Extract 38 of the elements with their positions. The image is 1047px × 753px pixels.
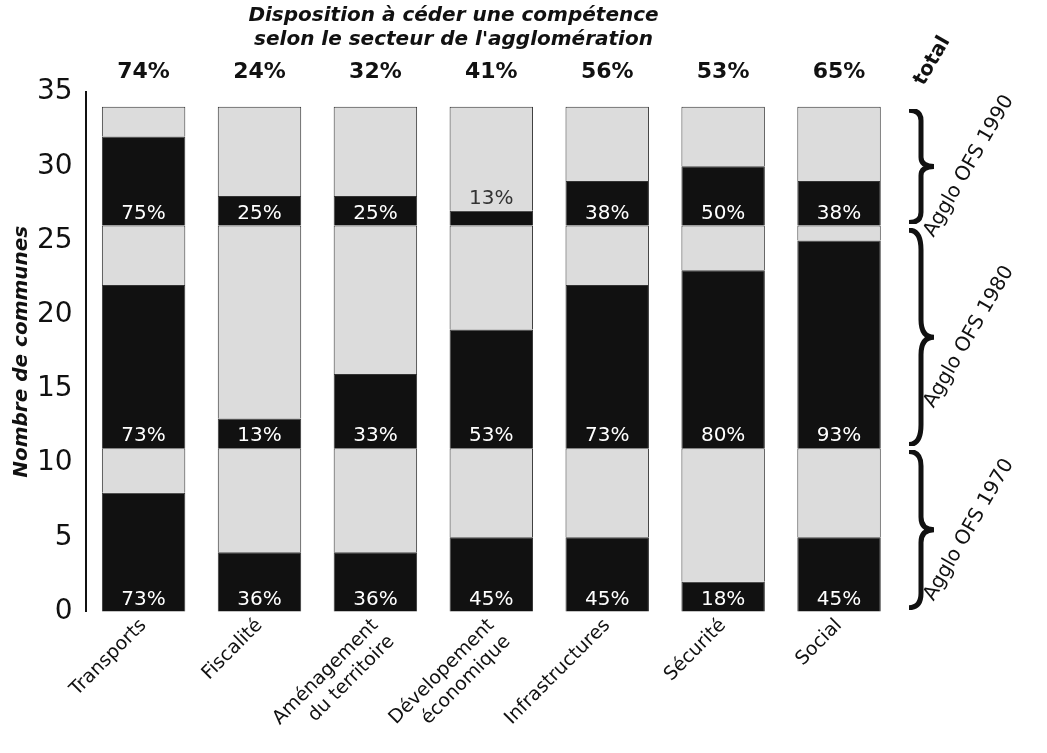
annotation: 36% xyxy=(237,585,282,610)
y-tick-label: 15 xyxy=(36,370,73,404)
y-tick-label: 0 xyxy=(54,592,73,626)
annotation: 53% xyxy=(469,422,514,447)
annotation: 38% xyxy=(585,199,630,224)
y-axis-title: Nombre de communes xyxy=(8,225,33,478)
annotation: 53% xyxy=(696,57,750,83)
annotation: 25% xyxy=(237,199,282,224)
annotation: 41% xyxy=(464,57,518,83)
annotation: 73% xyxy=(121,422,166,447)
annotation: 65% xyxy=(812,57,866,83)
y-tick-label: 30 xyxy=(36,147,73,181)
annotation: 93% xyxy=(816,422,862,447)
annotation: 13% xyxy=(469,184,514,209)
chart-title: Disposition à céder une compétence selon le secteur de l'agglomération xyxy=(248,2,659,51)
annotation: 13% xyxy=(237,422,282,447)
annotation: 32% xyxy=(349,57,402,83)
annotation: 45% xyxy=(469,585,514,610)
y-tick-label: 20 xyxy=(36,295,73,329)
annotation: 24% xyxy=(233,57,286,83)
annotation: 38% xyxy=(816,199,862,224)
annotation: 33% xyxy=(353,422,398,447)
annotation: 36% xyxy=(353,585,398,610)
annotation: 80% xyxy=(700,422,746,447)
y-tick-label: 5 xyxy=(54,518,73,552)
y-tick-label: 10 xyxy=(36,444,73,478)
annotation: 56% xyxy=(580,57,634,83)
annotation: 45% xyxy=(585,585,630,610)
annotation: 73% xyxy=(585,422,630,447)
annotation: 45% xyxy=(816,585,862,610)
annotation: 25% xyxy=(353,199,398,224)
annotation: 50% xyxy=(700,199,746,224)
annotation: 73% xyxy=(121,585,166,610)
annotation: 18% xyxy=(700,585,746,610)
annotation: 75% xyxy=(121,199,166,224)
annotation: 74% xyxy=(117,57,170,83)
y-tick-label: 35 xyxy=(36,73,73,107)
y-tick-label: 25 xyxy=(36,221,73,255)
